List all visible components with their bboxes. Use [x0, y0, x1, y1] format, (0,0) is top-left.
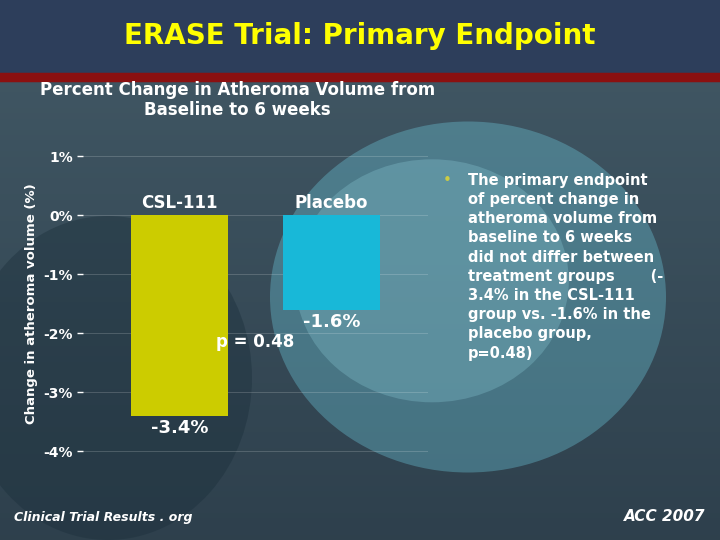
Ellipse shape [270, 122, 666, 472]
Text: •: • [443, 173, 451, 188]
Text: -1.6%: -1.6% [303, 313, 361, 330]
Ellipse shape [0, 216, 252, 540]
Text: p = 0.48: p = 0.48 [217, 333, 294, 351]
Bar [0, 0, 720, 73]
Text: Percent Change in Atheroma Volume from
Baseline to 6 weeks: Percent Change in Atheroma Volume from B… [40, 80, 435, 119]
Y-axis label: Change in atheroma volume (%): Change in atheroma volume (%) [25, 184, 38, 424]
Text: ERASE Trial: Primary Endpoint: ERASE Trial: Primary Endpoint [125, 22, 595, 50]
Text: Placebo: Placebo [295, 194, 369, 212]
Text: The primary endpoint
of percent change in
atheroma volume from
baseline to 6 wee: The primary endpoint of percent change i… [468, 173, 663, 361]
Text: Clinical Trial Results . org: Clinical Trial Results . org [14, 511, 193, 524]
Ellipse shape [295, 159, 569, 402]
Bar [283, 215, 380, 309]
Text: CSL-111: CSL-111 [141, 194, 218, 212]
Text: ACC 2007: ACC 2007 [624, 509, 706, 524]
Text: -3.4%: -3.4% [150, 418, 208, 437]
Bar [131, 215, 228, 416]
